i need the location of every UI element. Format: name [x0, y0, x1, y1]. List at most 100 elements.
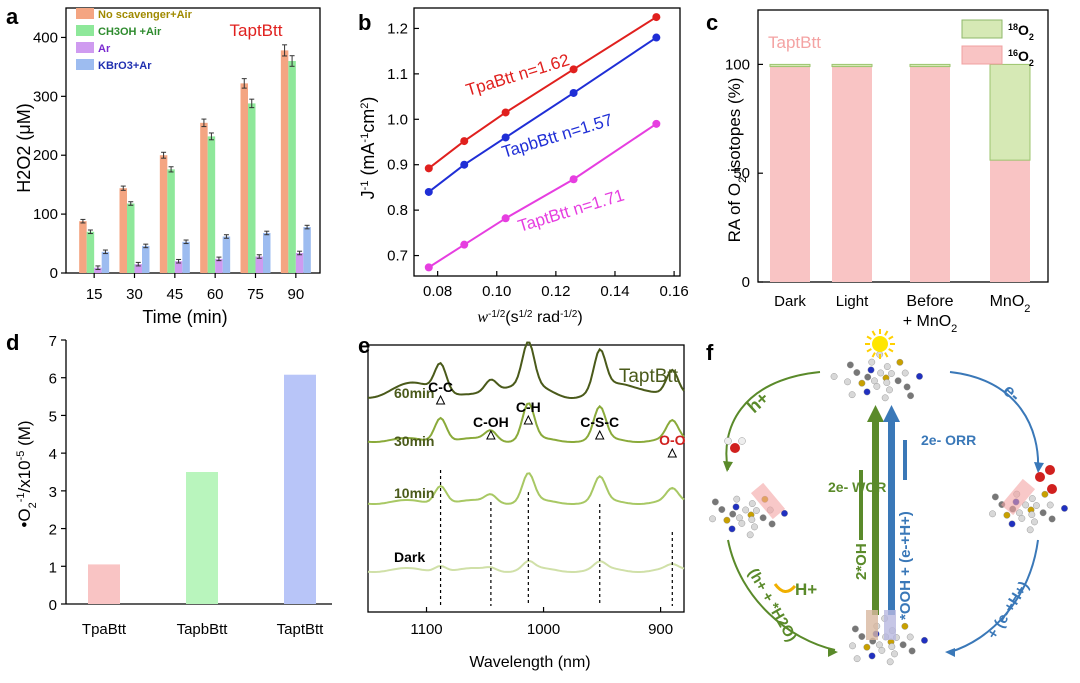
a-ytick-label: 400: [33, 29, 58, 46]
f-wor-arrow-head: [867, 405, 884, 422]
c-bar-16O2: [910, 66, 950, 283]
panel-e-title: TaptBtt: [619, 366, 679, 387]
d-bar: [284, 374, 316, 604]
a-bar: [167, 169, 175, 273]
panel-b-ylabel: J-1 (mA-1cm2): [358, 97, 378, 200]
panel-b-label: b: [358, 10, 371, 35]
panel-a-title: TaptBtt: [230, 21, 283, 40]
f-molecule-atom: [768, 520, 776, 528]
panel-a-ylabel: H2O2 (μM): [14, 103, 34, 192]
f-eminus-label: e-: [999, 380, 1024, 406]
d-ytick-label: 6: [49, 371, 57, 388]
f-active-site-glow: [750, 482, 786, 520]
f-molecule-atom: [748, 500, 756, 507]
a-bar: [127, 203, 135, 273]
d-ytick-label: 3: [49, 484, 57, 501]
f-molecule-atom: [883, 379, 891, 387]
a-bar: [207, 136, 216, 273]
legend-swatch-16O2: [961, 45, 1003, 65]
e-peak-label: C-S-C: [580, 414, 619, 430]
f-molecule-atom: [753, 507, 760, 514]
f-molecule-atom: [1031, 518, 1038, 526]
f-molecule-atom: [1022, 501, 1030, 509]
a-bar: [215, 258, 223, 273]
a-legend-swatch: [76, 42, 94, 53]
a-bar: [94, 267, 102, 273]
panel-d-plot: 0 1 2 3 4 5 6 7 TpaBtt TapbBtt TaptBtt: [49, 333, 332, 638]
a-bar: [79, 221, 87, 273]
e-spectrum-line: [368, 341, 685, 400]
a-bar: [174, 261, 183, 273]
f-sun-ray: [888, 348, 894, 353]
panel-e: e TaptBtt Wavelength (nm) 1100 1000 900 60m…: [358, 333, 686, 671]
a-xtick-label: 30: [126, 286, 143, 303]
f-molecule-atom: [733, 495, 741, 503]
panel-d: d •O2-1/x10-5 (M) 0 1 2 3 4 5 6 7 TpaBtt TapbBtt T…: [6, 330, 332, 638]
f-molecule-atom: [883, 363, 891, 370]
a-legend-label: Ar: [98, 43, 111, 55]
a-xtick-label: 60: [207, 286, 224, 303]
f-arrowhead: [828, 648, 838, 657]
f-sun-ray: [871, 352, 876, 358]
f-orr-label: 2e- ORR: [921, 432, 976, 448]
f-arrowhead: [723, 461, 733, 472]
f-active-site-glow: [1000, 478, 1036, 516]
b-data-point: [501, 133, 510, 142]
b-ytick-label: 0.9: [387, 157, 408, 174]
f-hplus-release-label: H+: [795, 580, 817, 599]
f-molecule-atom: [746, 531, 754, 539]
d-ytick-label: 5: [49, 408, 57, 425]
panel-c-plot: 0 50 100: [725, 9, 1049, 291]
b-ytick-label: 0.8: [387, 202, 408, 219]
panel-a-label: a: [6, 4, 19, 29]
panel-c-label: c: [706, 10, 718, 35]
f-molecule-atom: [846, 361, 854, 369]
panel-b-xlabel: w-1/2(s1/2 rad-1/2): [477, 309, 582, 327]
f-molecule-atom: [916, 372, 923, 380]
a-legend-swatch: [76, 8, 94, 19]
f-orr-arrow-head: [883, 405, 900, 422]
f-molecule-atom: [991, 493, 999, 501]
e-peak-marker: [594, 429, 605, 440]
b-data-point: [460, 240, 469, 249]
f-sun-ray: [884, 352, 889, 358]
f-molecule-atom: [864, 373, 872, 381]
f-oxygen-atom: [1035, 472, 1045, 482]
a-bar: [101, 251, 110, 273]
f-arc-top-left: [725, 371, 821, 471]
c-bar-16O2: [990, 160, 1030, 282]
e-peak-label: C-H: [516, 399, 541, 415]
f-molecule-atom: [989, 510, 996, 518]
a-bar: [200, 122, 208, 273]
f-water-atom: [738, 437, 746, 445]
a-bar: [142, 245, 150, 273]
f-molecule-atom: [830, 373, 838, 380]
b-data-point: [424, 164, 433, 173]
a-bar: [295, 252, 304, 273]
f-molecule-atom: [1041, 490, 1049, 498]
f-molecule-atom: [894, 377, 902, 385]
b-series-label: TaptBtt n=1.71: [516, 185, 627, 235]
b-ytick-label: 1.2: [387, 20, 408, 37]
f-right-bottom-label: + (e-+H+): [984, 578, 1033, 642]
a-xtick-label: 15: [86, 286, 103, 303]
f-molecule-atom: [848, 391, 856, 399]
a-bar: [288, 61, 296, 273]
a-legend-label: CH3OH +Air: [98, 26, 162, 38]
a-xtick-label: 75: [247, 286, 264, 303]
f-sun-icon: [872, 336, 888, 352]
e-spectrum-line: [367, 559, 685, 573]
d-xtick-label: TapbBtt: [177, 621, 229, 638]
f-molecule-atom: [873, 383, 881, 390]
a-bar: [248, 103, 256, 274]
d-ytick-label: 1: [49, 559, 57, 576]
f-arc-bottom-right: [949, 539, 1039, 653]
f-wor-label: 2e- WOR: [828, 479, 886, 495]
f-molecule-atom: [728, 525, 736, 533]
f-molecule-atom: [1026, 526, 1034, 534]
f-molecule-atom: [853, 655, 861, 663]
c-ytick-label: 50: [733, 165, 750, 182]
d-ytick-label: 0: [49, 597, 57, 614]
d-bar: [186, 472, 218, 604]
